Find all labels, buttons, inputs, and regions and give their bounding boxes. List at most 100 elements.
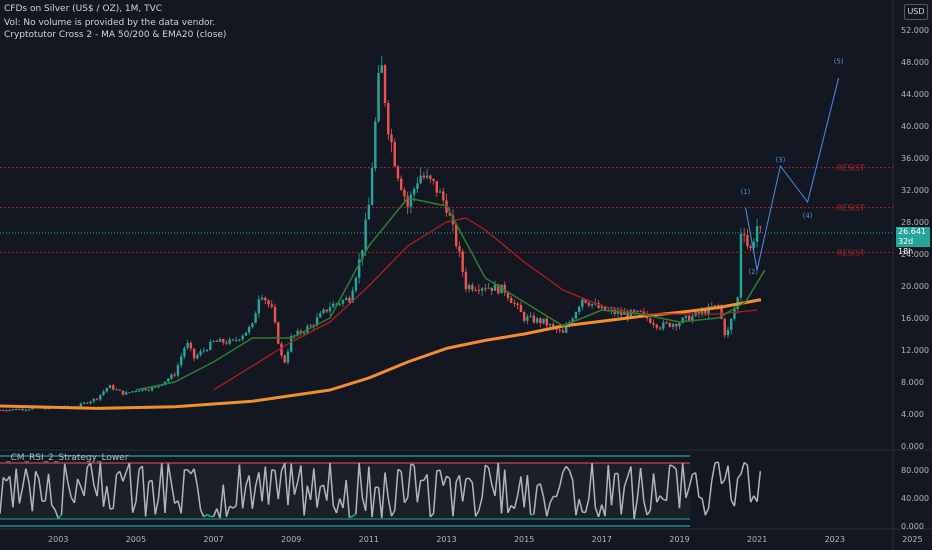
rsi-line-segment bbox=[503, 469, 509, 513]
candle-body bbox=[222, 339, 225, 343]
rsi-line-segment bbox=[410, 463, 415, 466]
candle-body bbox=[422, 175, 426, 178]
candle-body bbox=[264, 297, 267, 301]
candle-body bbox=[467, 285, 471, 290]
candle-body bbox=[545, 318, 549, 326]
candle-body bbox=[668, 322, 671, 327]
candle-body bbox=[409, 194, 413, 207]
rsi-line-segment bbox=[167, 463, 173, 484]
rsi-line-segment bbox=[694, 472, 700, 498]
rsi-line-segment bbox=[368, 466, 373, 518]
candle-body bbox=[681, 317, 684, 324]
rsi-line-segment bbox=[740, 462, 745, 475]
candle-body bbox=[480, 288, 484, 291]
candle-body bbox=[108, 385, 112, 389]
candle-body bbox=[620, 311, 623, 315]
candle-body bbox=[438, 191, 442, 193]
candle-body bbox=[92, 398, 96, 402]
candle-body bbox=[209, 341, 212, 350]
bar-countdown-label: 32d 18h bbox=[896, 237, 930, 256]
rsi-line-segment bbox=[306, 485, 312, 501]
rsi-line-segment bbox=[749, 495, 755, 503]
rsi-line-segment bbox=[303, 485, 309, 516]
resistance-label: RESIST bbox=[837, 204, 865, 213]
rsi-line-segment bbox=[384, 472, 390, 499]
price-tick-label: 24.000 bbox=[901, 250, 929, 259]
rsi-line-segment bbox=[413, 465, 419, 503]
rsi-line-segment bbox=[471, 482, 477, 517]
candle-body bbox=[393, 142, 396, 167]
candle-body bbox=[652, 323, 655, 325]
currency-button[interactable]: USD bbox=[904, 4, 928, 20]
rsi-line-segment bbox=[516, 476, 522, 496]
rsi-tick-label: 80.000 bbox=[901, 466, 929, 475]
candle-body bbox=[296, 330, 299, 336]
price-tick-label: 16.000 bbox=[901, 314, 929, 323]
axes: 52.000 48.000 44.000 40.000 36.000 32.000 28.0… bbox=[48, 26, 929, 544]
rsi-line-segment bbox=[28, 483, 34, 512]
rsi-line-segment bbox=[678, 462, 684, 509]
rsi-line-segment bbox=[154, 497, 160, 515]
rsi-line-segment bbox=[571, 480, 577, 516]
candle-body bbox=[124, 392, 128, 395]
rsi-line-segment bbox=[526, 475, 532, 515]
candle-body bbox=[247, 326, 251, 333]
candle-body bbox=[179, 356, 183, 366]
candle-body bbox=[425, 175, 429, 178]
ema20-line bbox=[135, 197, 766, 391]
rsi-line-segment bbox=[452, 481, 457, 517]
rsi-line-segment bbox=[196, 486, 202, 510]
candle-body bbox=[749, 246, 752, 248]
candle-body bbox=[176, 365, 180, 376]
candle-body bbox=[658, 327, 662, 329]
rsi-line-segment bbox=[60, 463, 66, 515]
candle-body bbox=[267, 300, 270, 305]
candle-body bbox=[597, 303, 600, 308]
rsi-line-segment bbox=[34, 471, 40, 479]
price-tick-label: 12.000 bbox=[901, 346, 929, 355]
candle-body bbox=[713, 305, 717, 308]
candle-body bbox=[354, 277, 358, 291]
wave-projection-line bbox=[745, 77, 840, 271]
rsi-line-segment bbox=[649, 473, 655, 511]
candle-body bbox=[516, 303, 519, 305]
wave-label: (2) bbox=[748, 268, 758, 276]
candle-body bbox=[218, 339, 222, 342]
price-tick-label: 52.000 bbox=[901, 26, 929, 35]
rsi-line-segment bbox=[698, 496, 703, 500]
rsi-line-segment bbox=[141, 466, 147, 517]
candle-body bbox=[134, 390, 138, 392]
rsi-line-segment bbox=[484, 464, 490, 469]
candle-body bbox=[170, 374, 173, 379]
price-tick-label: 36.000 bbox=[901, 154, 929, 163]
candle-body bbox=[335, 303, 338, 305]
candle-body bbox=[412, 188, 416, 195]
rsi-line-segment bbox=[0, 477, 4, 514]
candle-body bbox=[678, 323, 681, 327]
rsi-line-segment bbox=[219, 484, 224, 519]
rsi-line-segment bbox=[313, 468, 318, 508]
rsi-line-segment bbox=[349, 515, 353, 519]
indicator-legend[interactable]: Cryptotutor Cross 2 - MA 50/200 & EMA20 … bbox=[4, 30, 227, 40]
candle-body bbox=[186, 342, 189, 348]
rsi-line-segment bbox=[187, 469, 192, 475]
rsi-line-segment bbox=[21, 468, 27, 488]
candle-body bbox=[700, 310, 704, 314]
rsi-line-segment bbox=[733, 478, 739, 507]
candle-body bbox=[141, 388, 144, 391]
rsi-line-segment bbox=[588, 463, 593, 499]
elliott-wave: (1) (2) (3) (4) (5) bbox=[740, 58, 843, 276]
rsi-line-segment bbox=[12, 468, 17, 508]
rsi-line-segment bbox=[83, 466, 89, 496]
rsi-line-segment bbox=[542, 496, 548, 517]
rsi-line-segment bbox=[235, 464, 241, 506]
rsi-line-segment bbox=[212, 508, 218, 517]
rsi-indicator-title[interactable]: _CM_RSI_2_Strategy_Lower bbox=[6, 453, 129, 463]
candle-body bbox=[532, 315, 536, 323]
candle-body bbox=[82, 402, 86, 404]
rsi-line-segment bbox=[322, 484, 328, 501]
candle-body bbox=[419, 175, 422, 184]
rsi-line-segment bbox=[293, 481, 299, 495]
candle-body bbox=[400, 178, 403, 190]
candle-body bbox=[616, 311, 620, 314]
